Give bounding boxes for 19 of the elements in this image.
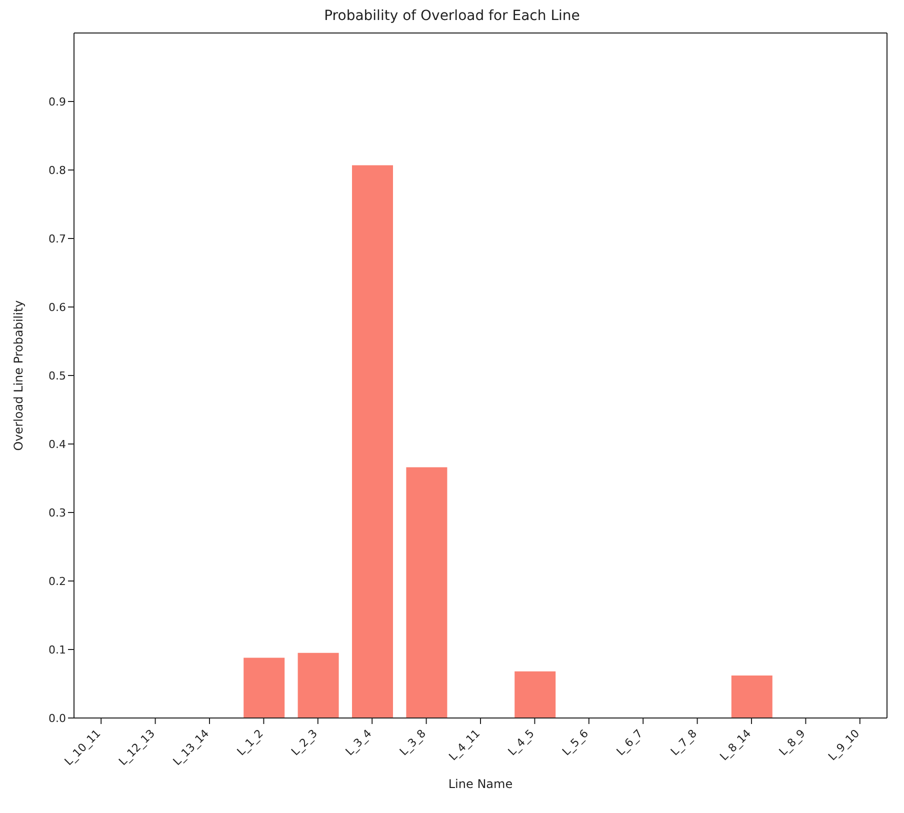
y-tick-label: 0.5 bbox=[48, 369, 66, 382]
y-axis-title: Overload Line Probability bbox=[11, 300, 26, 451]
bar bbox=[731, 676, 772, 718]
bar bbox=[298, 652, 339, 718]
y-tick-label: 0.4 bbox=[48, 438, 66, 451]
chart-title: Probability of Overload for Each Line bbox=[323, 8, 581, 26]
y-tick-label: 0.6 bbox=[48, 300, 66, 314]
y-tick-label: 0.9 bbox=[48, 95, 66, 108]
bar bbox=[244, 658, 285, 718]
bar bbox=[406, 467, 448, 718]
y-tick-label: 0.0 bbox=[48, 712, 66, 725]
y-tick-label: 0.1 bbox=[48, 643, 66, 656]
bar bbox=[352, 165, 393, 718]
y-tick-label: 0.8 bbox=[48, 164, 66, 177]
bar bbox=[514, 671, 556, 718]
y-tick-label: 0.3 bbox=[48, 506, 66, 520]
y-tick-label: 0.2 bbox=[48, 574, 66, 588]
x-axis-title: Line Name bbox=[448, 777, 513, 791]
y-tick-label: 0.7 bbox=[48, 232, 66, 246]
